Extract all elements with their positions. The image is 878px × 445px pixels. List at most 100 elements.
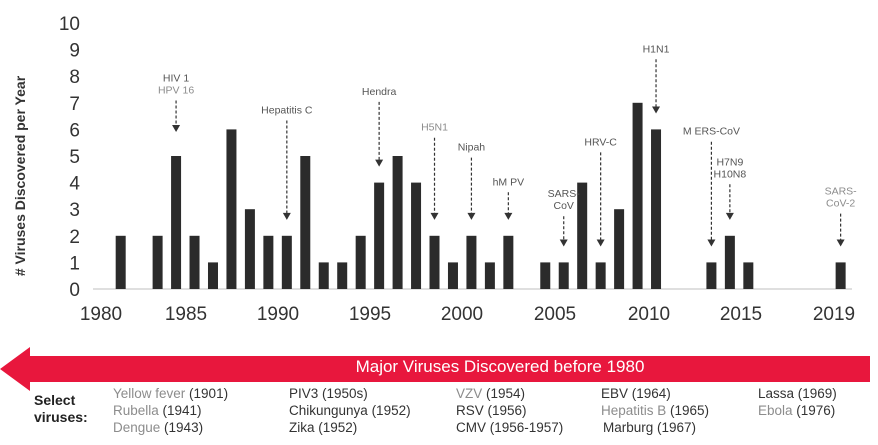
bar-1992 xyxy=(318,262,329,289)
virus-name: CMV xyxy=(456,420,486,435)
virus-entry: Hepatitis B (1965) xyxy=(601,402,709,419)
bar-1994 xyxy=(355,235,366,289)
annotation-label: H1N1 xyxy=(643,43,670,55)
annotation-arrow-head xyxy=(707,239,716,247)
bar-1987 xyxy=(226,129,237,289)
annotation-label: CoV xyxy=(554,200,574,212)
virus-year: (1954) xyxy=(482,386,526,401)
annotation-label: H7N9 xyxy=(716,156,743,168)
annotation-label: HIV 1 xyxy=(163,73,189,85)
bar-1996 xyxy=(392,156,403,289)
x-tick-label: 2019 xyxy=(813,304,855,325)
annotation-label: SARS- xyxy=(548,188,581,200)
virus-year: (1969) xyxy=(794,386,837,401)
chart-bars xyxy=(115,102,846,289)
x-tick-label: 2000 xyxy=(441,304,483,325)
virus-year: (1901) xyxy=(185,386,229,401)
y-tick-label: 4 xyxy=(69,174,80,195)
y-tick-label: 10 xyxy=(59,14,80,35)
bar-1999 xyxy=(447,262,458,289)
bar-1991 xyxy=(300,156,311,289)
x-tick-label: 2010 xyxy=(628,304,670,325)
bar-2010 xyxy=(651,129,662,289)
bar-1981 xyxy=(115,235,126,289)
virus-name: Rubella xyxy=(113,403,159,418)
chart-axes: 0 1 2 3 4 5 6 7 8 9 10 1980 1985 1990 1995 2000 2005 2010… xyxy=(59,14,855,325)
virus-entry: Rubella (1941) xyxy=(113,402,202,419)
annotation-arrow-head xyxy=(836,239,845,247)
annotation-arrow-head xyxy=(559,239,568,247)
x-tick-label: 1990 xyxy=(257,304,299,325)
bar-2006 xyxy=(577,182,588,289)
bar-2001 xyxy=(484,262,495,289)
bar-1997 xyxy=(411,182,422,289)
virus-entry: Zika (1952) xyxy=(289,419,357,436)
annotation-arrow-head xyxy=(430,212,439,220)
virus-year: (1976) xyxy=(792,403,836,418)
x-tick-label: 2005 xyxy=(534,304,576,325)
bar-1985 xyxy=(189,235,200,289)
virus-entry: VZV (1954) xyxy=(456,385,525,402)
virus-entry: Ebola (1976) xyxy=(758,402,835,419)
bar-1990 xyxy=(281,235,292,289)
virus-year: (1950s) xyxy=(318,386,368,401)
x-tick-label: 1985 xyxy=(165,304,207,325)
annotation-label: Hepatitis C xyxy=(261,104,313,116)
x-tick-label: 1995 xyxy=(349,304,391,325)
annotation-arrow-head xyxy=(504,212,513,220)
select-viruses-label: Select viruses: xyxy=(34,392,88,425)
bar-2007 xyxy=(595,262,606,289)
annotation-label: Hendra xyxy=(362,86,397,98)
annotation-label: hM PV xyxy=(493,176,525,188)
virus-entry: EBV (1964) xyxy=(601,385,671,402)
virus-name: VZV xyxy=(456,386,483,401)
annotation-arrow-head xyxy=(282,212,291,220)
virus-name: Chikungunya xyxy=(289,403,368,418)
y-tick-label: 3 xyxy=(69,200,80,221)
annotation-label: SARS- xyxy=(825,186,858,198)
bar-2000 xyxy=(466,235,477,289)
y-tick-label: 6 xyxy=(69,120,80,141)
bar-1986 xyxy=(207,262,218,289)
x-tick-label: 1980 xyxy=(80,304,122,325)
banner-arrow-shape xyxy=(0,347,870,391)
virus-name: Marburg xyxy=(603,420,654,435)
virus-name: EBV xyxy=(601,386,629,401)
virus-year: (1965) xyxy=(666,403,710,418)
bar-1993 xyxy=(337,262,348,289)
bar-1983 xyxy=(152,235,163,289)
bar-2005 xyxy=(558,262,569,289)
annotation-label: HRV-C xyxy=(584,136,617,148)
bar-1995 xyxy=(374,182,385,289)
bar-2014 xyxy=(724,235,735,289)
virus-entry: Marburg (1967) xyxy=(603,419,696,436)
y-tick-label: 5 xyxy=(69,147,80,168)
virus-year: (1943) xyxy=(160,420,204,435)
annotation-label: H10N8 xyxy=(714,168,747,180)
virus-entry: PIV3 (1950s) xyxy=(289,385,368,402)
virus-name: Ebola xyxy=(758,403,793,418)
virus-name: Lassa xyxy=(758,386,795,401)
annotation-label: HPV 16 xyxy=(158,85,194,97)
virus-name: Zika xyxy=(289,420,315,435)
bar-2002 xyxy=(503,235,514,289)
virus-entry: Lassa (1969) xyxy=(758,385,837,402)
y-axis-label: # Viruses Discovered per Year xyxy=(12,75,28,276)
y-tick-label: 2 xyxy=(69,227,80,248)
annotation-arrow-head xyxy=(172,125,181,133)
bar-2013 xyxy=(706,262,717,289)
banner-text: Major Viruses Discovered before 1980 xyxy=(355,357,645,376)
bar-chart: 0 1 2 3 4 5 6 7 8 9 10 1980 1985 1990 1995 2000 2005 2010… xyxy=(12,14,858,325)
bar-2008 xyxy=(614,209,625,289)
annotation-arrow-head xyxy=(375,159,384,167)
bar-2015 xyxy=(743,262,754,289)
annotation-arrow-head xyxy=(596,239,605,247)
annotation-arrow-head xyxy=(725,212,734,220)
virus-name: RSV xyxy=(456,403,484,418)
annotation-arrow-head xyxy=(467,212,476,220)
virus-name: Yellow fever xyxy=(113,386,186,401)
annotation-arrow-head xyxy=(652,106,661,114)
y-tick-label: 0 xyxy=(69,280,80,301)
virus-name: PIV3 xyxy=(289,386,319,401)
